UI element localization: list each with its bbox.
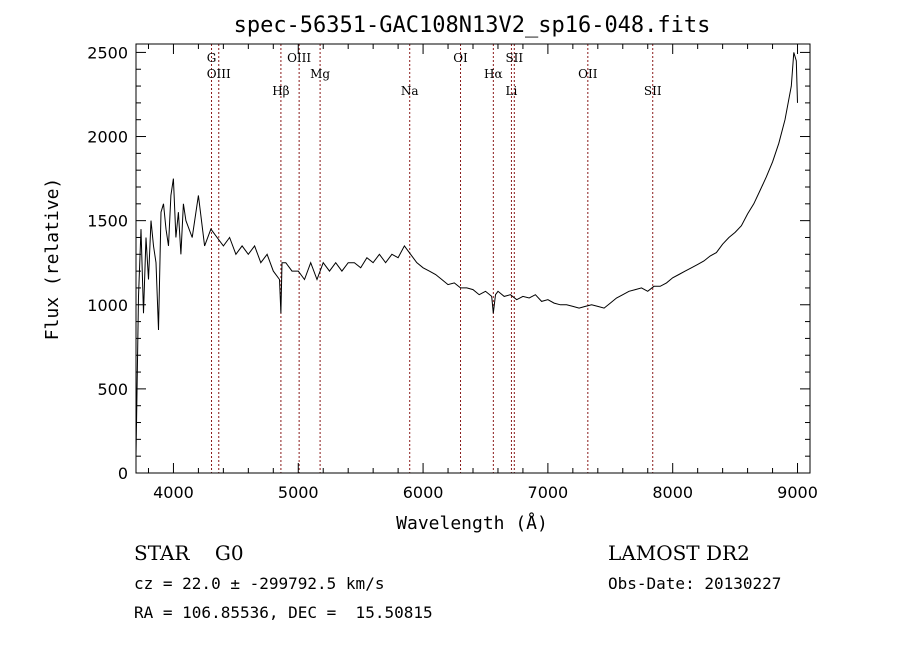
spectral-line-label: Hβ [272,84,289,98]
observation-date: Obs-Date: 20130227 [608,574,782,593]
spectral-line-label: OII [578,67,598,81]
survey-name: LAMOST DR2 [608,541,750,565]
x-tick-label: 6000 [403,483,444,502]
x-tick-label: 4000 [153,483,194,502]
spectral-line-label: G [207,51,217,65]
y-tick-label: 2500 [87,43,128,62]
spectral-class: STAR G0 [134,541,244,565]
spectral-line-label: Li [506,84,518,98]
spectral-line-label: SII [644,84,662,98]
y-tick-label: 500 [97,380,128,399]
y-tick-label: 0 [118,464,128,483]
spectral-line-label: OIII [207,67,231,81]
redshift-line: cz = 22.0 ± -299792.5 km/s [134,574,385,593]
x-tick-label: 8000 [652,483,693,502]
chart-title: spec-56351-GAC108N13V2_sp16-048.fits [234,13,711,38]
y-tick-label: 1000 [87,296,128,315]
spectral-line-label: Mg [310,67,330,81]
spectral-line-label: SII [505,51,523,65]
x-tick-label: 5000 [278,483,319,502]
x-tick-label: 9000 [777,483,818,502]
spectral-line-label: OIII [287,51,311,65]
spectrum-line [135,52,798,457]
coordinates-line: RA = 106.85536, DEC = 15.50815 [134,603,433,622]
y-tick-label: 2000 [87,128,128,147]
plot-frame [135,43,811,474]
y-axis-label: Flux (relative) [42,178,63,341]
spectral-line-label: OI [453,51,468,65]
spectral-line-label: Hα [484,67,503,81]
axis-ticks: 4000 5000 6000 7000 8000 9000 0 500 1000 1500 2000… [87,43,818,502]
spectral-line-label: Na [401,84,419,98]
x-axis-label: Wavelength (Å) [396,512,548,534]
x-tick-label: 7000 [528,483,569,502]
y-tick-label: 1500 [87,212,128,231]
